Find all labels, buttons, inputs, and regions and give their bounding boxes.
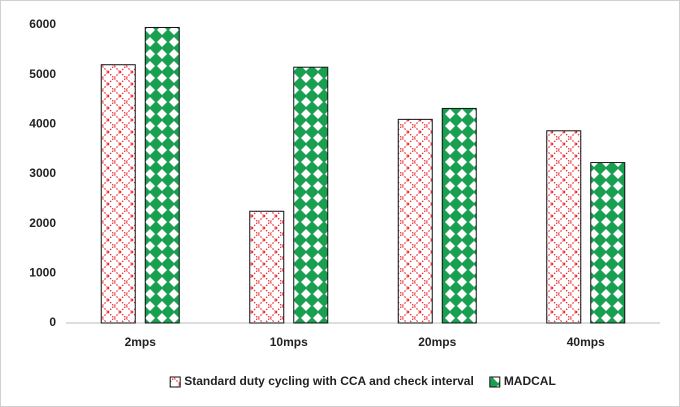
bar xyxy=(397,118,433,324)
bar xyxy=(590,162,626,324)
bar xyxy=(144,26,180,324)
legend-label: Standard duty cycling with CCA and check… xyxy=(184,374,474,388)
legend-swatch xyxy=(169,376,181,388)
x-tick-label: 2mps xyxy=(125,335,157,349)
y-tick-label: 3000 xyxy=(29,166,56,180)
y-tick-label: 6000 xyxy=(29,17,56,31)
y-tick-label: 5000 xyxy=(29,67,56,81)
legend-label: MADCAL xyxy=(504,374,556,388)
x-tick-label: 20mps xyxy=(418,335,456,349)
y-tick-label: 2000 xyxy=(29,216,56,230)
bar xyxy=(100,64,136,324)
bar xyxy=(293,66,329,324)
y-tick-label: 4000 xyxy=(29,117,56,131)
x-tick-label: 40mps xyxy=(567,335,605,349)
y-tick-label: 0 xyxy=(49,315,56,329)
bar xyxy=(546,130,582,324)
legend-swatch xyxy=(489,376,501,388)
x-tick-label: 10mps xyxy=(270,335,308,349)
bar xyxy=(441,107,477,324)
bar xyxy=(249,210,285,324)
y-tick-label: 1000 xyxy=(29,266,56,280)
